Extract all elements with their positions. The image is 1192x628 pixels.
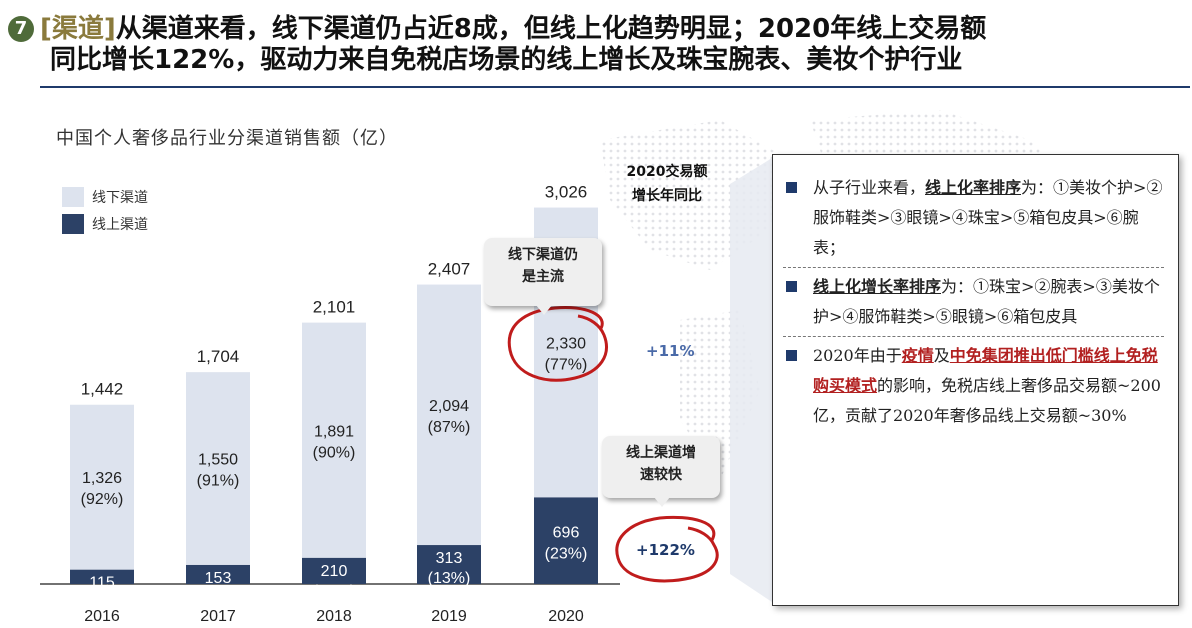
growth-column-header: 2020交易额 增长年同比 <box>615 160 719 208</box>
data-label-online-2019: 313 <box>436 550 463 567</box>
pct-label-offline-2017: (91%) <box>197 473 240 490</box>
data-label-offline-2020: 2,330 <box>546 335 586 352</box>
chart-title: 中国个人奢侈品行业分渠道销售额（亿） <box>56 128 398 149</box>
insight-item-online-rate: 从子行业来看，线上化率排序为：①美妆个护>②服饰鞋类>③眼镜>④珠宝>⑤箱包皮具… <box>783 173 1164 263</box>
data-label-offline-2017: 1,550 <box>198 452 238 469</box>
data-label-online-2017: 153 <box>205 570 232 587</box>
insight-3-intro: 2020年由于 <box>813 346 902 365</box>
pct-label-offline-2020: (77%) <box>545 356 588 373</box>
x-tick-label-2017: 2017 <box>200 608 236 625</box>
x-tick-label-2020: 2020 <box>548 608 584 625</box>
growth-header-line2: 增长年同比 <box>632 188 702 204</box>
legend-label-offline: 线下渠道 <box>92 189 148 206</box>
insight-item-duty-free: 2020年由于疫情及中免集团推出低门槛线上免税购买模式的影响，免税店线上奢侈品交… <box>783 341 1164 431</box>
legend-label-online: 线上渠道 <box>92 216 148 233</box>
panel-divider <box>783 336 1164 337</box>
insight-3-highlight-epidemic: 疫情 <box>901 346 934 365</box>
pct-label-online-2017: (9%) <box>201 590 235 607</box>
header-tag: [渠道] <box>40 14 116 44</box>
data-label-offline-2019: 2,094 <box>429 398 469 415</box>
legend-swatch-online <box>62 213 84 234</box>
callout-online-tail <box>654 497 670 507</box>
total-label-2020: 3,026 <box>545 183 588 202</box>
insight-1-highlight: 线上化率排序 <box>925 178 1022 197</box>
growth-header-line1: 2020交易额 <box>626 164 708 180</box>
insight-3-text: 的影响，免税店线上奢侈品交易额~200亿，贡献了2020年奢侈品线上交易额~30… <box>813 376 1161 425</box>
insight-panel: 从子行业来看，线上化率排序为：①美妆个护>②服饰鞋类>③眼镜>④珠宝>⑤箱包皮具… <box>772 154 1179 606</box>
data-label-online-2018: 210 <box>321 563 348 580</box>
header-divider <box>40 86 1190 88</box>
data-label-offline-2016: 1,326 <box>82 470 122 487</box>
insight-1-intro: 从子行业来看， <box>813 178 926 197</box>
bullet-square-icon <box>786 182 797 193</box>
insight-3-highlight-cdfg: 中免集团推出低门槛线上免税购买模式 <box>813 346 1158 395</box>
total-label-2019: 2,407 <box>428 260 471 279</box>
legend-item-online: 线上渠道 <box>62 210 148 237</box>
legend-swatch-offline <box>62 186 84 207</box>
bar-offline-2018 <box>302 322 366 558</box>
insight-2-text: 为：①珠宝>②腕表>③美妆个护>④服饰鞋类>⑤眼镜>⑥箱包皮具 <box>813 277 1160 326</box>
callout-offline-line2: 是主流 <box>522 269 564 285</box>
stacked-bar-chart: 1,326 (92%) 115 (8%) 1,442 2016 1,550 (91%) 153 (… <box>40 183 620 625</box>
insight-1-text: 为：①美妆个护>②服饰鞋类>③眼镜>④珠宝>⑤箱包皮具>⑥腕表； <box>813 178 1163 257</box>
bullet-square-icon <box>786 350 797 361</box>
header-title-line1: 从渠道来看，线下渠道仍占近8成，但线上化趋势明显；2020年线上交易额 <box>115 14 987 44</box>
chart-legend: 线下渠道 线上渠道 <box>62 183 148 237</box>
bar-online-2018 <box>302 557 366 584</box>
bar-online-2016 <box>70 569 134 584</box>
bar-online-2019 <box>417 545 481 584</box>
pct-label-online-2019: (13%) <box>428 570 471 587</box>
pct-label-online-2020: (23%) <box>545 546 588 563</box>
bar-offline-2017 <box>186 372 250 565</box>
insight-2-highlight: 线上化增长率排序 <box>813 277 942 296</box>
slide-header: 7 [渠道]从渠道来看，线下渠道仍占近8成，但线上化趋势明显；2020年线上交易额… <box>8 14 1188 76</box>
pct-label-offline-2018: (90%) <box>313 444 356 461</box>
bar-online-2017 <box>186 564 250 584</box>
total-label-2016: 1,442 <box>81 380 124 399</box>
callout-offline-mainstream: 线下渠道仍 是主流 <box>484 238 602 315</box>
bar-offline-2016 <box>70 404 134 570</box>
callout-offline-tail <box>536 305 552 315</box>
legend-item-offline: 线下渠道 <box>62 183 148 210</box>
pct-label-offline-2019: (87%) <box>428 419 471 436</box>
insight-3-connector: 及 <box>933 346 950 365</box>
callout-offline-line1: 线下渠道仍 <box>508 247 578 263</box>
bar-online-2020 <box>534 497 598 584</box>
panel-divider <box>783 267 1164 268</box>
total-label-2017: 1,704 <box>197 347 240 366</box>
bar-offline-2019 <box>417 284 481 546</box>
offline-growth-label: +11% <box>646 342 695 360</box>
callout-online-fast-growth: 线上渠道增 速较快 <box>602 436 720 507</box>
data-label-online-2020: 696 <box>553 525 580 542</box>
bullet-square-icon <box>786 281 797 292</box>
pct-label-online-2018: (10%) <box>313 583 356 600</box>
pct-label-offline-2016: (92%) <box>81 491 124 508</box>
x-tick-label-2016: 2016 <box>84 608 120 625</box>
step-number-badge: 7 <box>8 16 34 42</box>
online-growth-label: +122% <box>636 541 695 559</box>
header-title-line2: 同比增长122%，驱动力来自免税店场景的线上增长及珠宝腕表、美妆个护行业 <box>50 45 963 75</box>
data-label-offline-2018: 1,891 <box>314 423 354 440</box>
pct-label-online-2016: (8%) <box>85 595 119 612</box>
x-tick-label-2018: 2018 <box>316 608 352 625</box>
total-label-2018: 2,101 <box>313 298 356 317</box>
panel-connector-wedge <box>730 158 772 602</box>
callout-online-line2: 速较快 <box>640 467 682 483</box>
header-line-1: 7 [渠道]从渠道来看，线下渠道仍占近8成，但线上化趋势明显；2020年线上交易额 <box>8 14 1188 45</box>
callout-online-line1: 线上渠道增 <box>626 445 696 461</box>
data-label-online-2016: 115 <box>89 575 115 592</box>
x-tick-label-2019: 2019 <box>431 608 467 625</box>
insight-item-online-growth: 线上化增长率排序为：①珠宝>②腕表>③美妆个护>④服饰鞋类>⑤眼镜>⑥箱包皮具 <box>783 272 1164 332</box>
